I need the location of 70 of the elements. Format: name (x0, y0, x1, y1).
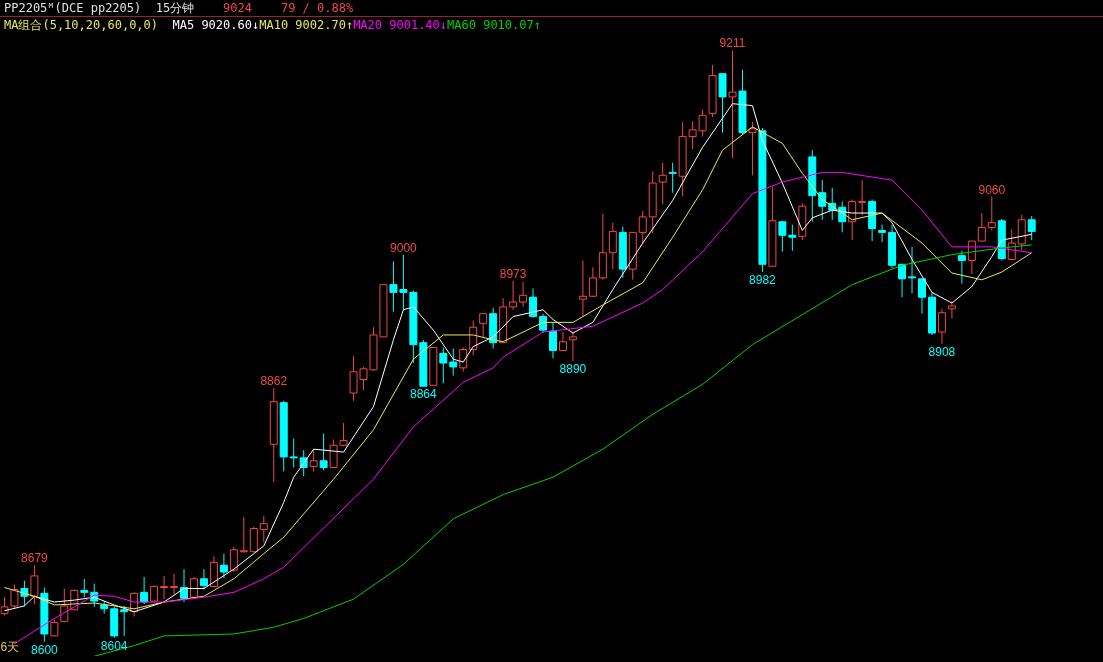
candlestick (309, 449, 318, 472)
candlestick (668, 162, 677, 194)
legend-title: MA组合(5,10,20,60,0,0) (4, 18, 159, 32)
candlestick (249, 526, 258, 553)
candlestick (479, 313, 488, 338)
candlestick (60, 588, 69, 623)
text: 79 / 0.88% (280, 1, 354, 15)
candlestick (568, 331, 577, 362)
candlestick (947, 300, 956, 320)
candlestick (957, 250, 966, 285)
candlestick (529, 288, 538, 319)
candlestick (80, 578, 89, 598)
candlestick (199, 568, 208, 590)
candlestick (987, 196, 996, 231)
candlestick (937, 308, 946, 345)
candlestick (229, 546, 238, 573)
candlestick (30, 564, 39, 605)
text: MA60 9010.07↑ (447, 18, 541, 32)
annotation: 8982 (749, 273, 777, 288)
annotation: 8973 (499, 266, 527, 281)
text: MA10 9002.70↑ (259, 18, 354, 32)
candlestick (549, 321, 557, 359)
candlestick (319, 433, 328, 471)
candlestick (259, 515, 268, 543)
candlestick (588, 266, 597, 298)
candlestick (519, 281, 528, 308)
chart-title: PP2205ᴹ(DCE pp2205) (4, 1, 142, 15)
annotation: 8604 (100, 638, 128, 653)
annotation: 9211 (719, 36, 746, 51)
candlestick (728, 49, 737, 159)
annotation: 9060 (978, 182, 1006, 197)
candlestick (908, 246, 917, 294)
annotation: 8862 (260, 374, 288, 389)
candlestick (578, 259, 587, 318)
text: MA5 9020.60↓ (172, 18, 260, 32)
annotation: 8908 (928, 344, 956, 359)
annotation: 8864 (410, 387, 438, 402)
candlestick (608, 222, 617, 270)
candlestick (778, 220, 787, 253)
candlestick (170, 573, 179, 595)
candlestick (449, 348, 458, 377)
text: MA20 9001.40↓ (353, 18, 448, 32)
candlestick (658, 162, 667, 205)
text: 9024 (223, 1, 252, 15)
candlestick (918, 277, 926, 315)
candlestick (509, 280, 518, 311)
candlestick (10, 584, 19, 610)
x-axis-title: 6天 (0, 639, 20, 654)
candlestick (878, 224, 887, 243)
candlestick (219, 553, 228, 579)
candlestick (120, 605, 129, 637)
candlestick (977, 212, 986, 242)
candlestick (748, 121, 757, 176)
candlestick (858, 179, 867, 216)
annotation: 8890 (559, 362, 587, 377)
annotation: 8679 (21, 551, 49, 566)
chart-subtitle: 15分钟 (155, 1, 195, 15)
candlestick (160, 575, 169, 600)
candlestick (439, 347, 448, 384)
candlestick (718, 73, 727, 134)
candlestick (239, 516, 248, 554)
candlestick (638, 210, 647, 244)
candlestick (1027, 215, 1036, 241)
annotation: 8600 (31, 642, 59, 657)
candlestick (788, 224, 797, 252)
candlestick (459, 347, 468, 373)
annotation: 9000 (390, 240, 418, 255)
candlestick (539, 313, 548, 334)
candlestick (289, 438, 298, 469)
candlestick (329, 438, 338, 469)
